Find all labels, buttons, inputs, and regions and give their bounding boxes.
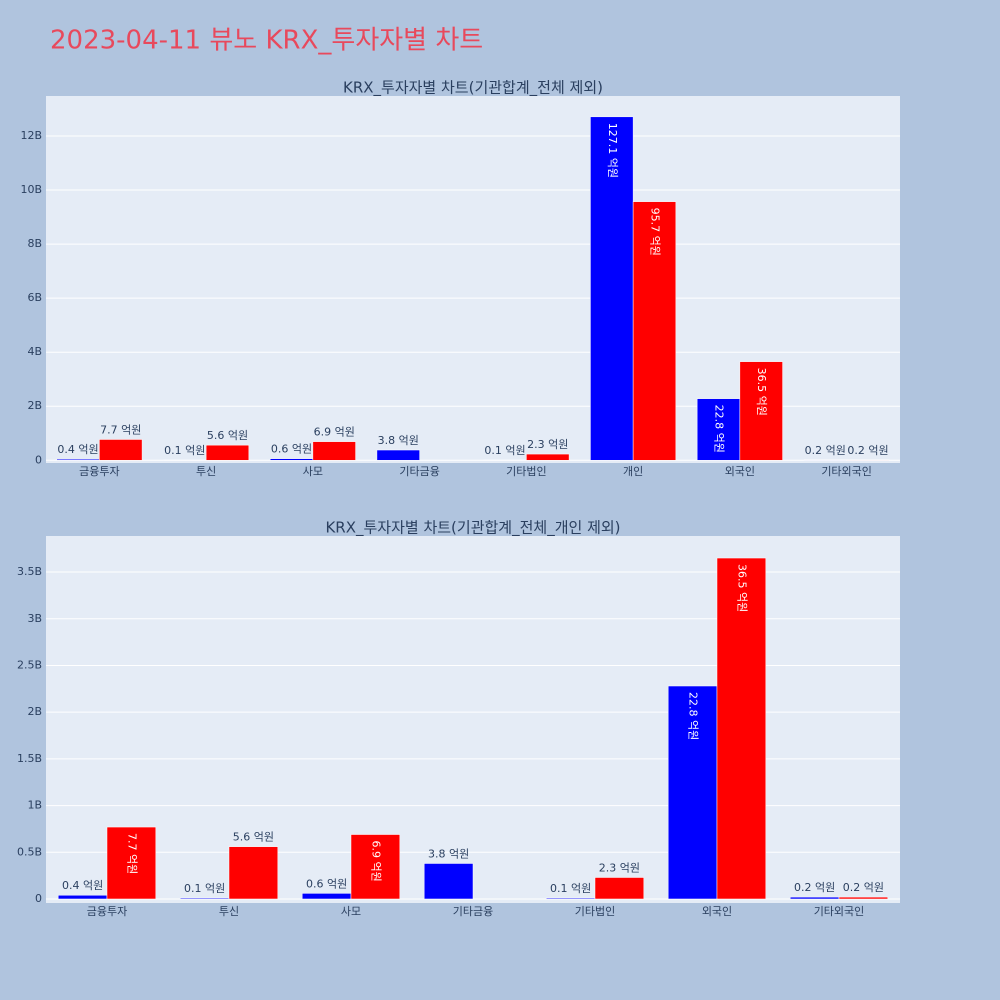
bar	[696, 398, 741, 461]
bar	[423, 863, 474, 900]
value-label: 0.1 억원	[164, 444, 205, 457]
bar	[106, 826, 157, 900]
y-tick-label: 0	[35, 453, 42, 466]
y-tick-label: 2B	[27, 399, 42, 412]
bar	[632, 201, 677, 461]
bar	[667, 685, 718, 900]
value-label: 22.8 억원	[713, 405, 726, 453]
chart-title: KRX_투자자별 차트(기관합계_전체_개인 제외)	[325, 519, 620, 538]
value-label: 95.7 억원	[648, 208, 661, 256]
value-label: 0.2 억원	[794, 881, 835, 894]
value-label: 127.1 억원	[606, 123, 619, 178]
value-label: 3.8 억원	[428, 847, 469, 860]
y-tick-label: 3B	[27, 612, 42, 625]
y-tick-label: 2B	[27, 705, 42, 718]
value-label: 7.7 억원	[125, 833, 138, 874]
value-label: 0.1 억원	[550, 882, 591, 895]
chart-title: KRX_투자자별 차트(기관합계_전체 제외)	[343, 79, 603, 98]
value-label: 5.6 억원	[207, 429, 248, 442]
bar	[716, 557, 767, 900]
bar	[526, 453, 570, 461]
x-tick-label: 기타법인	[575, 905, 615, 918]
value-label: 36.5 억원	[755, 368, 768, 416]
bar	[350, 834, 401, 900]
value-label: 0.4 억원	[62, 879, 103, 892]
value-label: 2.3 억원	[527, 438, 568, 451]
value-label: 0.1 억원	[184, 882, 225, 895]
y-tick-label: 1B	[27, 799, 42, 812]
x-tick-label: 사모	[303, 465, 323, 478]
value-label: 0.4 억원	[57, 443, 98, 456]
value-label: 0.2 억원	[843, 881, 884, 894]
value-label: 2.3 억원	[599, 861, 640, 874]
x-tick-label: 기타외국인	[821, 465, 872, 478]
y-tick-label: 12B	[20, 129, 42, 142]
bar	[789, 896, 840, 900]
value-label: 0.6 억원	[271, 443, 312, 456]
bar	[228, 846, 279, 900]
x-tick-label: 기타금융	[399, 465, 439, 478]
bar	[301, 893, 352, 900]
bar	[312, 441, 356, 461]
y-tick-label: 3.5B	[17, 565, 42, 578]
bar	[846, 459, 890, 461]
y-tick-label: 0	[35, 892, 42, 905]
bar	[376, 449, 420, 461]
bar	[590, 116, 634, 461]
value-label: 0.6 억원	[306, 877, 347, 890]
x-tick-label: 금융투자	[87, 905, 127, 918]
value-label: 5.6 억원	[233, 831, 274, 844]
x-tick-label: 금융투자	[79, 465, 119, 478]
value-label: 7.7 억원	[100, 423, 141, 436]
value-label: 36.5 억원	[735, 564, 748, 612]
x-tick-label: 외국인	[725, 465, 755, 478]
value-label: 6.9 억원	[314, 426, 355, 439]
bar	[179, 897, 230, 900]
x-tick-label: 투신	[196, 465, 216, 478]
x-tick-label: 외국인	[702, 905, 732, 918]
y-tick-label: 0.5B	[17, 845, 42, 858]
y-tick-label: 6B	[27, 291, 42, 304]
value-label: 22.8 억원	[687, 692, 700, 740]
value-label: 3.8 억원	[378, 434, 419, 447]
bar	[205, 444, 250, 461]
y-tick-label: 2.5B	[17, 658, 42, 671]
bar	[269, 458, 314, 461]
bar	[99, 439, 143, 461]
x-tick-label: 기타금융	[453, 905, 493, 918]
x-tick-label: 투신	[219, 905, 239, 918]
value-label: 0.2 억원	[847, 444, 888, 457]
bar	[594, 877, 645, 900]
bar	[545, 897, 596, 900]
y-tick-label: 8B	[27, 237, 42, 250]
plot-area	[46, 536, 900, 903]
y-tick-label: 1.5B	[17, 752, 42, 765]
value-label: 6.9 억원	[369, 841, 382, 882]
bar	[739, 361, 783, 461]
bar	[57, 894, 108, 900]
page-title: 2023-04-11 뷰노 KRX_투자자별 차트	[50, 26, 483, 56]
bar	[803, 459, 847, 461]
bar	[56, 458, 100, 461]
x-tick-label: 사모	[341, 905, 361, 918]
x-tick-label: 기타법인	[506, 465, 546, 478]
value-label: 0.2 억원	[805, 444, 846, 457]
y-tick-label: 10B	[20, 183, 42, 196]
x-tick-label: 기타외국인	[814, 905, 865, 918]
x-tick-label: 개인	[623, 465, 643, 478]
value-label: 0.1 억원	[484, 444, 525, 457]
y-tick-label: 4B	[27, 345, 42, 358]
bar	[838, 896, 889, 900]
